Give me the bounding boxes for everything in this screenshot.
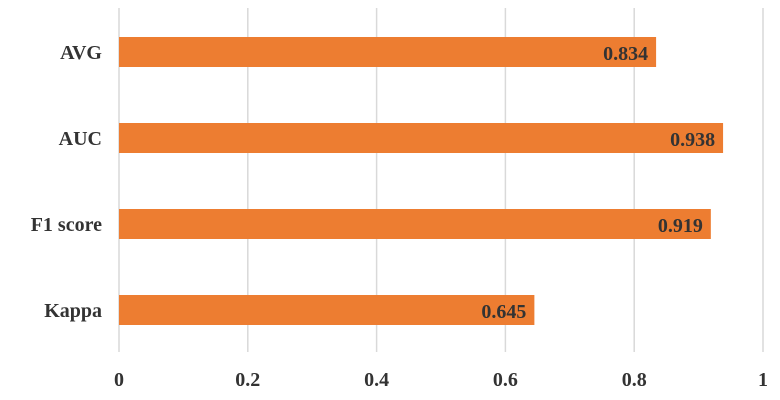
bars (119, 37, 724, 325)
x-tick-label: 0.2 (235, 369, 260, 391)
x-tick-label: 0.8 (622, 369, 647, 391)
category-labels: AVG AUC F1 score Kappa (31, 42, 103, 322)
bar (119, 209, 711, 239)
bar (119, 123, 724, 153)
x-tick-label: 1 (758, 369, 768, 391)
category-label: AUC (59, 128, 102, 150)
value-label: 0.919 (658, 215, 703, 237)
bar (119, 37, 657, 67)
x-tick-labels: 0 0.2 0.4 0.6 0.8 1 (114, 369, 768, 391)
category-label: F1 score (31, 214, 102, 236)
value-label: 0.834 (603, 43, 648, 65)
x-tick-label: 0.6 (493, 369, 518, 391)
category-label: AVG (60, 42, 102, 64)
value-label: 0.938 (670, 129, 715, 151)
x-tick-label: 0.4 (364, 369, 389, 391)
value-label: 0.645 (481, 301, 526, 323)
category-label: Kappa (44, 300, 102, 322)
x-tick-label: 0 (114, 369, 124, 391)
bar (119, 295, 535, 325)
value-labels: 0.834 0.938 0.919 0.645 (481, 43, 715, 323)
